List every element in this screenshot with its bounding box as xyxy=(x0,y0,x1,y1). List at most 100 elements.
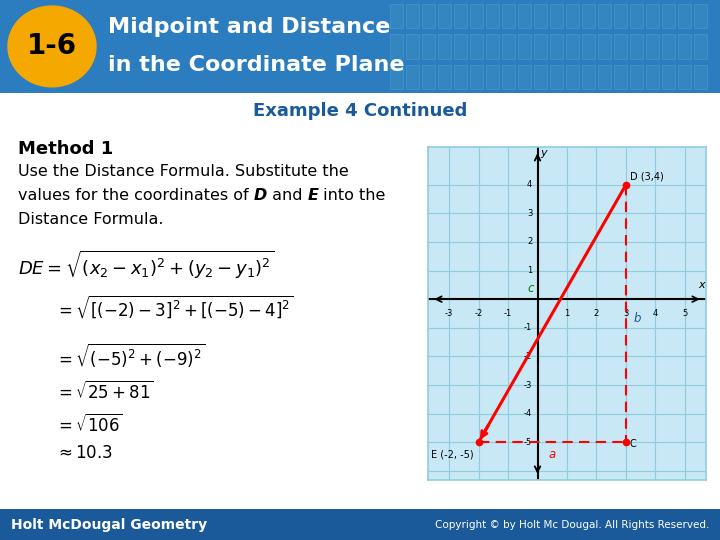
Text: Method 1: Method 1 xyxy=(18,140,113,158)
Bar xyxy=(694,35,707,58)
Bar xyxy=(646,4,659,28)
Bar xyxy=(502,4,515,28)
Bar xyxy=(534,4,547,28)
Text: 5: 5 xyxy=(683,309,688,318)
Text: 1: 1 xyxy=(527,266,532,275)
Bar xyxy=(422,65,435,89)
Bar xyxy=(470,4,483,28)
Bar xyxy=(518,65,531,89)
Text: -5: -5 xyxy=(524,438,532,447)
Text: a: a xyxy=(549,448,556,461)
Text: Example 4 Continued: Example 4 Continued xyxy=(253,102,467,120)
Bar xyxy=(598,35,611,58)
Text: Distance Formula.: Distance Formula. xyxy=(18,212,163,227)
Text: c: c xyxy=(527,282,534,295)
Text: x: x xyxy=(698,280,704,289)
Text: -3: -3 xyxy=(524,381,532,389)
Bar xyxy=(454,65,467,89)
Bar xyxy=(438,4,451,28)
Text: -1: -1 xyxy=(504,309,512,318)
Bar xyxy=(630,4,643,28)
Text: D: D xyxy=(253,188,267,204)
Bar xyxy=(438,35,451,58)
Text: D (3,4): D (3,4) xyxy=(631,171,664,181)
Bar xyxy=(422,4,435,28)
Text: E: E xyxy=(307,188,318,204)
Bar xyxy=(662,65,675,89)
Text: values for the coordinates of: values for the coordinates of xyxy=(18,188,253,204)
Text: in the Coordinate Plane: in the Coordinate Plane xyxy=(108,55,405,75)
Bar xyxy=(598,4,611,28)
Text: -2: -2 xyxy=(524,352,532,361)
Bar xyxy=(646,35,659,58)
Bar xyxy=(502,35,515,58)
Bar xyxy=(534,65,547,89)
Bar xyxy=(582,65,595,89)
Bar xyxy=(470,65,483,89)
Bar xyxy=(518,35,531,58)
Bar xyxy=(454,35,467,58)
Text: into the: into the xyxy=(318,188,386,204)
Bar xyxy=(454,4,467,28)
Ellipse shape xyxy=(8,6,96,87)
Text: $= \sqrt{[(-2) - 3]^2 + [(-5) - 4]^2}$: $= \sqrt{[(-2) - 3]^2 + [(-5) - 4]^2}$ xyxy=(55,294,294,321)
Bar xyxy=(614,65,627,89)
Bar xyxy=(550,65,563,89)
Text: Holt McDougal Geometry: Holt McDougal Geometry xyxy=(11,518,207,531)
Bar xyxy=(422,35,435,58)
Text: -1: -1 xyxy=(524,323,532,332)
Bar xyxy=(486,4,499,28)
Bar xyxy=(630,35,643,58)
Text: 4: 4 xyxy=(653,309,658,318)
Text: $= \sqrt{(-5)^2 + (-9)^2}$: $= \sqrt{(-5)^2 + (-9)^2}$ xyxy=(55,341,205,370)
Bar xyxy=(582,35,595,58)
Bar xyxy=(694,65,707,89)
Text: 3: 3 xyxy=(527,209,532,218)
Text: E (-2, -5): E (-2, -5) xyxy=(431,449,474,460)
Bar xyxy=(438,65,451,89)
Bar xyxy=(486,65,499,89)
Bar xyxy=(566,35,579,58)
Bar xyxy=(614,35,627,58)
Bar xyxy=(582,4,595,28)
Bar xyxy=(390,4,403,28)
Text: -4: -4 xyxy=(524,409,532,418)
Text: and: and xyxy=(267,188,307,204)
Bar xyxy=(614,4,627,28)
Text: C: C xyxy=(629,438,636,449)
Bar xyxy=(406,4,419,28)
Bar xyxy=(470,35,483,58)
Bar xyxy=(694,4,707,28)
Bar xyxy=(390,35,403,58)
Text: b: b xyxy=(634,312,641,325)
Bar xyxy=(390,65,403,89)
Text: $= \sqrt{25 + 81}$: $= \sqrt{25 + 81}$ xyxy=(55,381,154,403)
Text: 4: 4 xyxy=(527,180,532,189)
Bar xyxy=(406,35,419,58)
Text: -3: -3 xyxy=(445,309,453,318)
Bar xyxy=(662,4,675,28)
Text: $\approx 10.3$: $\approx 10.3$ xyxy=(55,444,113,462)
Text: 2: 2 xyxy=(594,309,599,318)
Bar xyxy=(678,4,691,28)
Bar xyxy=(406,65,419,89)
Bar xyxy=(534,35,547,58)
Bar xyxy=(550,4,563,28)
Text: 1-6: 1-6 xyxy=(27,32,77,60)
Bar xyxy=(566,4,579,28)
Bar xyxy=(566,65,579,89)
Bar xyxy=(550,35,563,58)
Bar xyxy=(598,65,611,89)
Text: y: y xyxy=(541,148,547,158)
Bar xyxy=(486,35,499,58)
Text: 3: 3 xyxy=(624,309,629,318)
Text: 2: 2 xyxy=(527,238,532,246)
Text: Midpoint and Distance: Midpoint and Distance xyxy=(108,17,390,37)
Text: $DE = \sqrt{(x_2 - x_1)^2 + (y_2 - y_1)^2}$: $DE = \sqrt{(x_2 - x_1)^2 + (y_2 - y_1)^… xyxy=(18,248,274,281)
Text: -2: -2 xyxy=(474,309,482,318)
Text: $= \sqrt{106}$: $= \sqrt{106}$ xyxy=(55,414,123,436)
Bar xyxy=(662,35,675,58)
Bar xyxy=(502,65,515,89)
Bar xyxy=(518,4,531,28)
Text: Copyright © by Holt Mc Dougal. All Rights Reserved.: Copyright © by Holt Mc Dougal. All Right… xyxy=(435,519,709,530)
